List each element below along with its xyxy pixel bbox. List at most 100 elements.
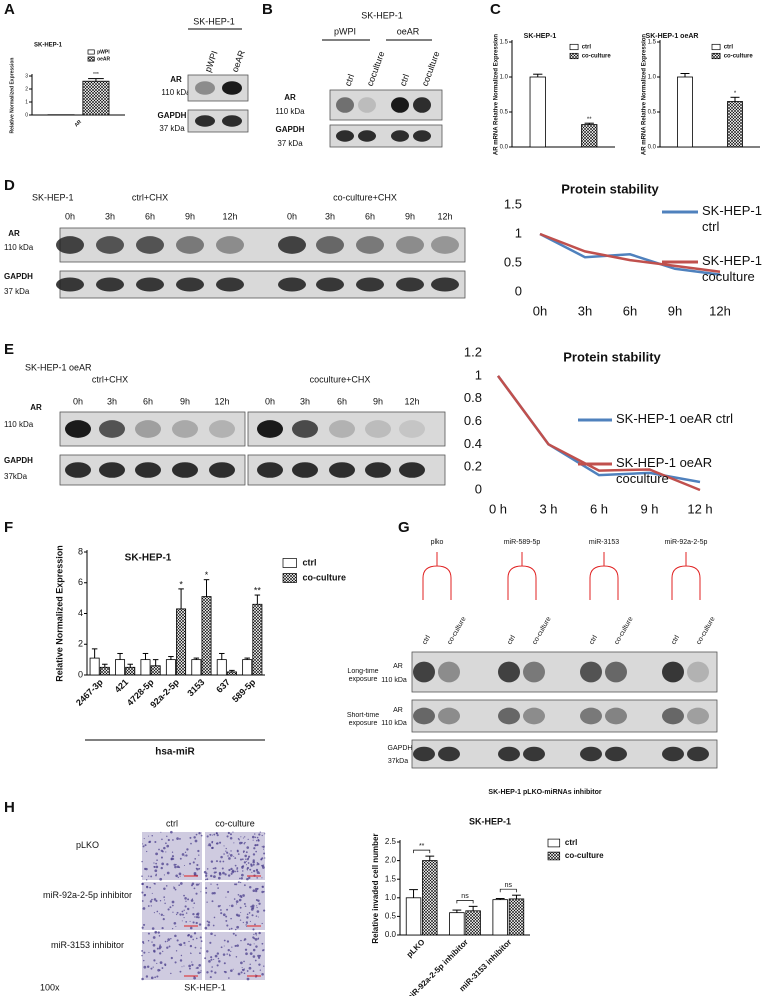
label: oeAR [397,26,420,36]
band [222,115,242,127]
cell [206,901,208,903]
cell [159,952,162,955]
cell [163,899,165,901]
cell [254,923,256,926]
cell [145,975,149,978]
band [257,420,283,438]
cell [230,904,234,908]
band [365,420,391,438]
cell [197,916,200,919]
band [195,81,215,95]
significance-bracket [499,888,517,893]
cell [213,958,215,961]
cell [259,969,261,971]
cell [162,950,164,953]
band [278,277,306,292]
cell [258,931,261,935]
cell [239,858,243,861]
cell [175,925,177,927]
label: ctrl+CHX [132,192,168,202]
cell [141,860,143,863]
micrograph [205,882,265,930]
label: miR-92a-2-5p inhibitor [42,890,133,900]
cell [193,902,196,905]
cell [158,848,160,851]
cell [261,922,263,925]
cell [200,940,203,943]
cell [225,847,227,850]
bar [115,659,126,676]
cell [191,961,193,963]
cell [245,921,248,924]
error-bar [495,898,505,900]
cell [144,893,147,896]
cell [164,940,167,943]
cell [153,959,156,962]
cell [252,955,256,958]
band [687,746,709,762]
cell [142,942,145,944]
cell [174,961,177,964]
error-bar [229,669,235,672]
cell [150,905,152,907]
cell [259,831,261,833]
cell [235,956,238,958]
error-bar [91,648,98,659]
bar [226,671,237,676]
cell [160,866,163,870]
cell [143,837,145,840]
bar [242,659,253,676]
error-bar [584,122,594,125]
cell [141,891,144,894]
band [56,277,84,292]
lane-label: 6h [337,396,347,406]
error-bar [533,73,543,77]
cell [189,944,193,948]
cell [186,848,189,851]
band [438,661,460,683]
band [413,707,435,725]
y-tick-label: 1.5 [504,196,522,211]
cell [240,881,242,884]
lane-label: 12h [214,396,229,406]
cell [197,849,200,853]
label: co-culture+CHX [333,192,397,202]
cell [156,962,158,965]
cell [156,859,158,861]
label-box: miR-92a-2-5p inhibitor [42,890,133,900]
cell [196,912,200,916]
cell [226,851,229,854]
cell [179,970,182,973]
cell [236,944,239,947]
cell [153,865,155,868]
cell [235,928,237,931]
cell [183,894,185,897]
cell [224,970,227,974]
cell [189,968,191,970]
error-bar [425,855,435,861]
cell [246,913,249,916]
panel-letter: C [490,1,501,18]
cell [253,933,255,936]
bar [508,898,525,936]
cell [155,862,158,865]
cell [161,967,164,969]
lane-label: 3h [107,396,117,406]
label: 100x [40,982,60,992]
cell [227,874,231,877]
y-axis-label: AR mRNA Relative Normalized Expression [642,34,648,155]
band [687,707,709,725]
series-line [496,375,701,492]
cell [215,832,218,835]
cell [218,841,222,844]
cell [232,932,235,935]
cell [228,853,230,855]
cell [215,871,217,874]
label: miR-3153 [589,539,619,546]
band [278,236,306,254]
y-tick-label: 0.5 [385,912,397,921]
label: miR-92a-2-5p [665,539,708,546]
cell [230,917,232,920]
cell [161,838,163,841]
legend-label: co-culture [565,851,604,860]
